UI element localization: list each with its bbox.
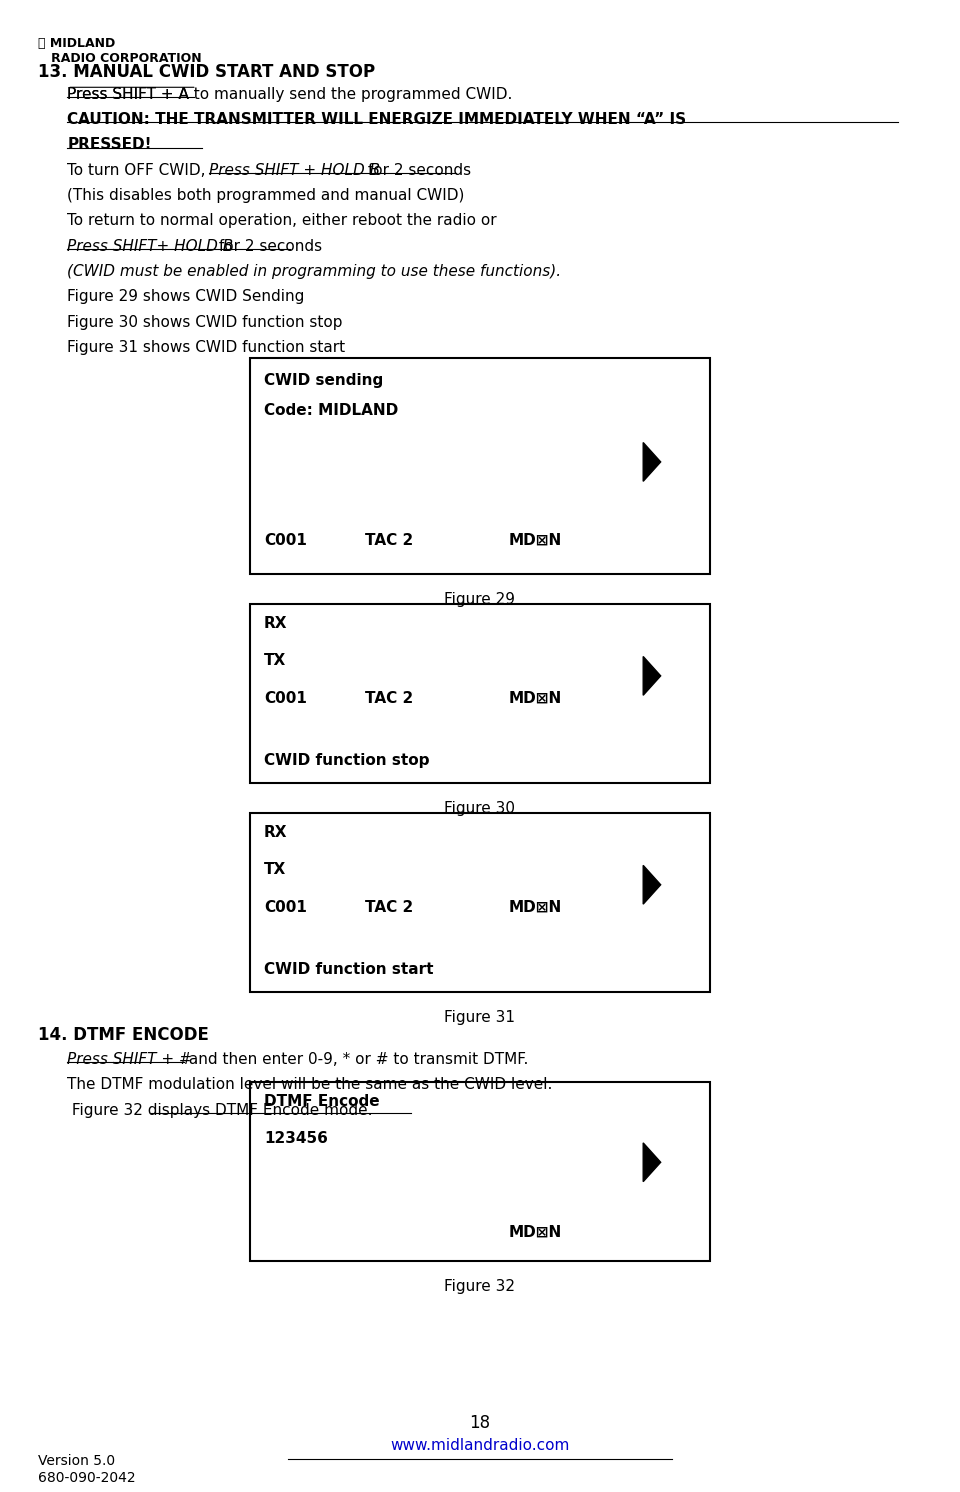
Text: To turn OFF CWID,: To turn OFF CWID, xyxy=(67,163,210,178)
Text: Figure 31 shows CWID function start: Figure 31 shows CWID function start xyxy=(67,340,346,355)
FancyBboxPatch shape xyxy=(250,358,710,574)
Text: RX: RX xyxy=(264,616,287,631)
Text: Figure 30 shows CWID function stop: Figure 30 shows CWID function stop xyxy=(67,315,343,330)
Text: and then enter 0-9, * or # to transmit DTMF.: and then enter 0-9, * or # to transmit D… xyxy=(184,1052,529,1067)
Text: Figure 32: Figure 32 xyxy=(444,1279,516,1294)
Text: 13. MANUAL CWID START AND STOP: 13. MANUAL CWID START AND STOP xyxy=(38,63,375,81)
Text: MD⊠N: MD⊠N xyxy=(509,691,562,706)
Polygon shape xyxy=(643,865,660,904)
Text: Figure 31: Figure 31 xyxy=(444,1010,516,1025)
Text: CWID function start: CWID function start xyxy=(264,962,434,977)
Text: CWID function stop: CWID function stop xyxy=(264,753,429,768)
Text: MD⊠N: MD⊠N xyxy=(509,900,562,915)
Text: 🌐 MIDLAND
   RADIO CORPORATION: 🌐 MIDLAND RADIO CORPORATION xyxy=(38,37,202,66)
Text: C001: C001 xyxy=(264,900,307,915)
Text: Press SHIFT+ HOLD B: Press SHIFT+ HOLD B xyxy=(67,239,233,254)
Text: TX: TX xyxy=(264,653,286,668)
Text: Press SHIFT + A to manually send the programmed CWID.: Press SHIFT + A to manually send the pro… xyxy=(67,87,513,101)
Text: To return to normal operation, either reboot the radio or: To return to normal operation, either re… xyxy=(67,213,497,228)
Text: TAC 2: TAC 2 xyxy=(365,900,413,915)
Text: for 2 seconds: for 2 seconds xyxy=(363,163,471,178)
Text: TX: TX xyxy=(264,862,286,877)
Text: Press SHIFT + HOLD B: Press SHIFT + HOLD B xyxy=(209,163,380,178)
Text: Figure 32 displays DTMF Encode mode.: Figure 32 displays DTMF Encode mode. xyxy=(67,1103,372,1118)
FancyBboxPatch shape xyxy=(250,604,710,783)
Text: www.midlandradio.com: www.midlandradio.com xyxy=(391,1438,569,1453)
Text: TAC 2: TAC 2 xyxy=(365,691,413,706)
Text: C001: C001 xyxy=(264,691,307,706)
Text: CAUTION: THE TRANSMITTER WILL ENERGIZE IMMEDIATELY WHEN “A” IS: CAUTION: THE TRANSMITTER WILL ENERGIZE I… xyxy=(67,112,686,127)
Text: DTMF Encode: DTMF Encode xyxy=(264,1094,379,1109)
Polygon shape xyxy=(643,443,660,482)
Text: TAC 2: TAC 2 xyxy=(365,533,413,548)
Polygon shape xyxy=(643,1143,660,1182)
Text: (CWID must be enabled in programming to use these functions).: (CWID must be enabled in programming to … xyxy=(67,264,562,279)
Text: 14. DTMF ENCODE: 14. DTMF ENCODE xyxy=(38,1026,209,1044)
Text: Code: MIDLAND: Code: MIDLAND xyxy=(264,403,398,418)
Text: C001: C001 xyxy=(264,533,307,548)
Text: for 2 seconds: for 2 seconds xyxy=(214,239,323,254)
Polygon shape xyxy=(643,656,660,695)
Text: Press SHIFT + A: Press SHIFT + A xyxy=(67,87,189,101)
Text: Figure 30: Figure 30 xyxy=(444,801,516,816)
Text: MD⊠N: MD⊠N xyxy=(509,1225,562,1240)
Text: The DTMF modulation level will be the same as the CWID level.: The DTMF modulation level will be the sa… xyxy=(67,1077,553,1092)
Text: Press SHIFT + #: Press SHIFT + # xyxy=(67,1052,192,1067)
Text: RX: RX xyxy=(264,825,287,840)
Text: MD⊠N: MD⊠N xyxy=(509,533,562,548)
FancyBboxPatch shape xyxy=(250,1082,710,1261)
Text: 123456: 123456 xyxy=(264,1131,328,1146)
Text: Version 5.0: Version 5.0 xyxy=(38,1455,115,1468)
Text: Figure 29 shows CWID Sending: Figure 29 shows CWID Sending xyxy=(67,289,304,304)
FancyBboxPatch shape xyxy=(250,813,710,992)
Text: 680-090-2042: 680-090-2042 xyxy=(38,1471,136,1485)
Text: 18: 18 xyxy=(469,1414,491,1432)
Text: CWID sending: CWID sending xyxy=(264,373,383,388)
Text: (This disables both programmed and manual CWID): (This disables both programmed and manua… xyxy=(67,188,465,203)
Text: PRESSED!: PRESSED! xyxy=(67,137,152,152)
Text: Figure 29: Figure 29 xyxy=(444,592,516,607)
